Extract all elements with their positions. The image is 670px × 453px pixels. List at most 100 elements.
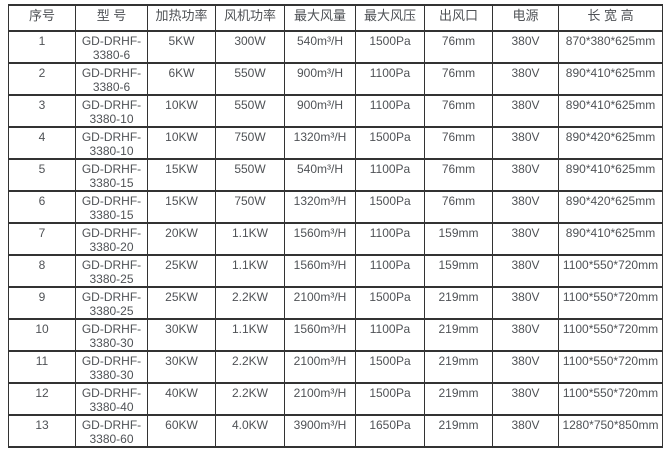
table-cell: GD-DRHF-3380-30	[75, 350, 148, 384]
table-cell: 1100Pa	[355, 94, 425, 128]
table-cell: 1100Pa	[355, 254, 425, 288]
table-cell: 890*410*625mm	[558, 62, 663, 96]
table-cell: 1650Pa	[355, 414, 425, 448]
table-cell: 380V	[492, 254, 559, 288]
table-cell: 1100*550*720mm	[558, 286, 663, 320]
table-row: 2 GD-DRHF-3380-6 6KW 550W 900m³/H 1100Pa 76mm 3…	[8, 62, 663, 96]
table-cell: 12	[8, 382, 76, 416]
column-header: 电源	[492, 4, 559, 32]
table-cell: 219mm	[424, 318, 493, 352]
table-cell: 1500Pa	[355, 382, 425, 416]
table-cell: 6KW	[147, 62, 216, 96]
table-cell: 1280*750*850mm	[558, 414, 663, 448]
table-cell: 9	[8, 286, 76, 320]
table-cell: 2.2KW	[215, 382, 285, 416]
table-cell: 550W	[215, 158, 285, 192]
table-cell: 3900m³/H	[284, 414, 356, 448]
table-cell: 1500Pa	[355, 30, 425, 64]
table-cell: 1500Pa	[355, 286, 425, 320]
table-row: 3 GD-DRHF-3380-10 10KW 550W 900m³/H 1100Pa 76m…	[8, 94, 663, 128]
table-cell: 2100m³/H	[284, 286, 356, 320]
column-header: 加热功率	[147, 4, 216, 32]
column-header: 序号	[8, 4, 76, 32]
table-cell: 2100m³/H	[284, 350, 356, 384]
table-cell: 8	[8, 254, 76, 288]
table-row: 12 GD-DRHF-3380-40 40KW 2.2KW 2100m³/H 1500Pa…	[8, 382, 663, 416]
table-cell: 380V	[492, 318, 559, 352]
table-cell: GD-DRHF-3380-30	[75, 318, 148, 352]
table-cell: 30KW	[147, 350, 216, 384]
table-cell: 890*410*625mm	[558, 94, 663, 128]
table-cell: 1560m³/H	[284, 318, 356, 352]
table-cell: 380V	[492, 94, 559, 128]
table-row: 8 GD-DRHF-3380-25 25KW 1.1KW 1560m³/H 1100Pa 1…	[8, 254, 663, 288]
table-cell: GD-DRHF-3380-60	[75, 414, 148, 448]
table-cell: 219mm	[424, 414, 493, 448]
table-row: 1 GD-DRHF-3380-6 5KW 300W 540m³/H 1500Pa 76mm 3…	[8, 30, 663, 64]
table-cell: 40KW	[147, 382, 216, 416]
table-cell: 159mm	[424, 254, 493, 288]
table-cell: 1.1KW	[215, 254, 285, 288]
page: 序号型 号加热功率 风机功率 最大风量 最大风压 出风口 电源长 宽 高 1 GD-DRHF…	[0, 4, 670, 453]
table-cell: 13	[8, 414, 76, 448]
table-cell: GD-DRHF-3380-10	[75, 94, 148, 128]
table-cell: GD-DRHF-3380-15	[75, 190, 148, 224]
table-cell: 15KW	[147, 190, 216, 224]
table-cell: 550W	[215, 62, 285, 96]
table-cell: 380V	[492, 30, 559, 64]
table-cell: GD-DRHF-3380-10	[75, 126, 148, 160]
table-row: 10 GD-DRHF-3380-30 30KW 1.1KW 1560m³/H 1100Pa…	[8, 318, 663, 352]
table-cell: 380V	[492, 414, 559, 448]
table-cell: GD-DRHF-3380-25	[75, 254, 148, 288]
table-cell: 159mm	[424, 222, 493, 256]
table-cell: 2100m³/H	[284, 382, 356, 416]
table-cell: 76mm	[424, 30, 493, 64]
column-header: 最大风量	[284, 4, 356, 32]
column-header: 风机功率	[215, 4, 285, 32]
table-cell: 3	[8, 94, 76, 128]
table-cell: 76mm	[424, 94, 493, 128]
table-cell: 900m³/H	[284, 94, 356, 128]
table-cell: 1100Pa	[355, 318, 425, 352]
table-cell: 1100*550*720mm	[558, 350, 663, 384]
table-cell: 750W	[215, 126, 285, 160]
table-cell: 1.1KW	[215, 222, 285, 256]
column-header: 长 宽 高	[558, 4, 663, 32]
table-cell: 1560m³/H	[284, 222, 356, 256]
table-cell: 550W	[215, 94, 285, 128]
table-cell: 2.2KW	[215, 286, 285, 320]
table-cell: 1100*550*720mm	[558, 382, 663, 416]
table-cell: 1500Pa	[355, 350, 425, 384]
table-cell: 219mm	[424, 382, 493, 416]
table-row: 5 GD-DRHF-3380-15 15KW 550W 540m³/H 1100Pa 76m…	[8, 158, 663, 192]
table-cell: 5KW	[147, 30, 216, 64]
table-cell: 380V	[492, 190, 559, 224]
table-cell: 540m³/H	[284, 30, 356, 64]
table-cell: 890*410*625mm	[558, 158, 663, 192]
table-cell: 890*410*625mm	[558, 222, 663, 256]
table-cell: GD-DRHF-3380-6	[75, 62, 148, 96]
table-cell: GD-DRHF-3380-40	[75, 382, 148, 416]
table-cell: 380V	[492, 158, 559, 192]
table-cell: 870*380*625mm	[558, 30, 663, 64]
table-cell: 1100*550*720mm	[558, 254, 663, 288]
table-cell: 380V	[492, 286, 559, 320]
table-cell: 10	[8, 318, 76, 352]
table-cell: 11	[8, 350, 76, 384]
table-cell: 1320m³/H	[284, 126, 356, 160]
table-cell: GD-DRHF-3380-15	[75, 158, 148, 192]
table-cell: 219mm	[424, 286, 493, 320]
table-cell: 540m³/H	[284, 158, 356, 192]
table-cell: 380V	[492, 382, 559, 416]
table-cell: 1100Pa	[355, 222, 425, 256]
table-cell: 25KW	[147, 286, 216, 320]
column-header: 型 号	[75, 4, 148, 32]
spec-table: 序号型 号加热功率 风机功率 最大风量 最大风压 出风口 电源长 宽 高 1 GD-DRHF…	[8, 4, 663, 448]
table-cell: 30KW	[147, 318, 216, 352]
table-cell: 300W	[215, 30, 285, 64]
table-cell: 900m³/H	[284, 62, 356, 96]
table-cell: 1100*550*720mm	[558, 318, 663, 352]
column-header: 最大风压	[355, 4, 425, 32]
table-cell: 15KW	[147, 158, 216, 192]
table-row: 7 GD-DRHF-3380-20 20KW 1.1KW 1560m³/H 1100Pa 1…	[8, 222, 663, 256]
